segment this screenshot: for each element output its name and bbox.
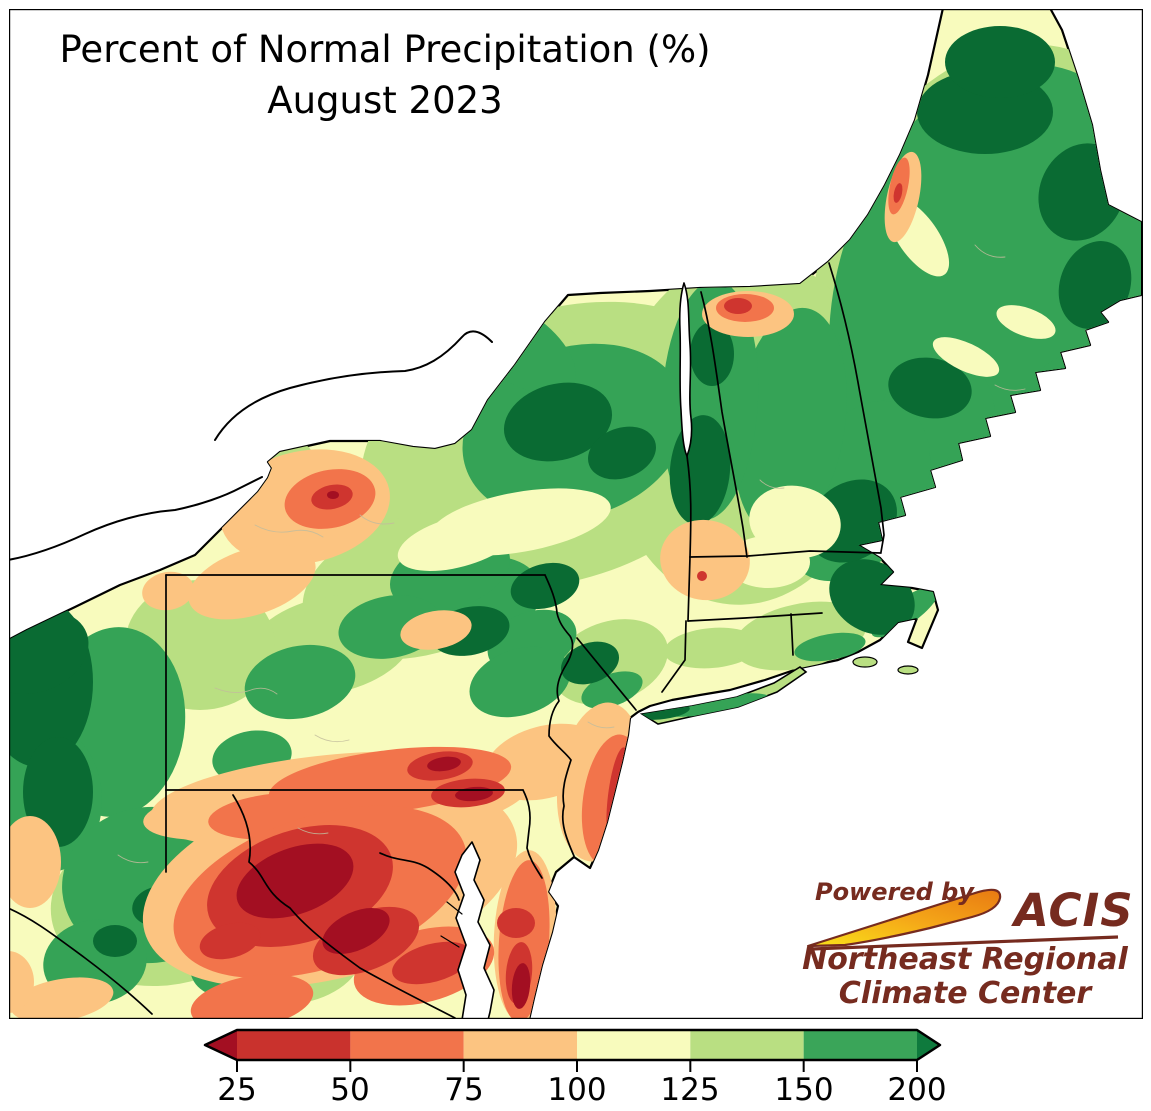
acis-brand: ACIS <box>1014 884 1134 937</box>
colorbar-ticks <box>236 1060 918 1072</box>
lake-north-shorelines <box>9 330 493 561</box>
colorbar-tick-label: 75 <box>444 1072 484 1108</box>
county-lines <box>117 244 1026 864</box>
long-island <box>641 656 919 725</box>
colorbar-segments <box>237 1030 918 1060</box>
colorbar <box>203 1028 942 1072</box>
swoosh-shape <box>806 888 1002 948</box>
contour-layer-dark-red <box>236 491 531 1009</box>
colorbar-tick-label: 125 <box>660 1072 720 1108</box>
colorbar-tick-label: 100 <box>547 1072 607 1108</box>
map-title-line2: August 2023 <box>267 79 503 123</box>
state-borders <box>9 262 885 1019</box>
colorbar-right-arrow <box>917 1030 940 1060</box>
nantucket <box>897 665 919 675</box>
map-title-line1: Percent of Normal Precipitation (%) <box>59 28 711 71</box>
map-canvas <box>9 9 1143 1019</box>
colorbar-tick-label: 50 <box>330 1072 370 1108</box>
lake-champlain <box>678 282 693 457</box>
colorbar-tick-label: 25 <box>217 1072 257 1108</box>
inland-water <box>440 282 693 1019</box>
map-title: Percent of Normal Precipitation (%) Augu… <box>40 24 730 126</box>
marthas-vineyard <box>852 656 878 668</box>
swoosh-underline <box>811 935 1119 951</box>
colorbar-tick-label: 200 <box>887 1072 947 1108</box>
colorbar-left-arrow <box>205 1030 237 1060</box>
colorbar-tick-label: 150 <box>774 1072 834 1108</box>
org-name-line1: Northeast Regional <box>802 942 1128 977</box>
chesapeake-bay <box>454 841 495 1019</box>
org-name-line2: Climate Center <box>838 976 1092 1011</box>
powered-by-label: Powered by <box>815 878 974 906</box>
acis-swoosh-logo <box>806 888 1119 951</box>
